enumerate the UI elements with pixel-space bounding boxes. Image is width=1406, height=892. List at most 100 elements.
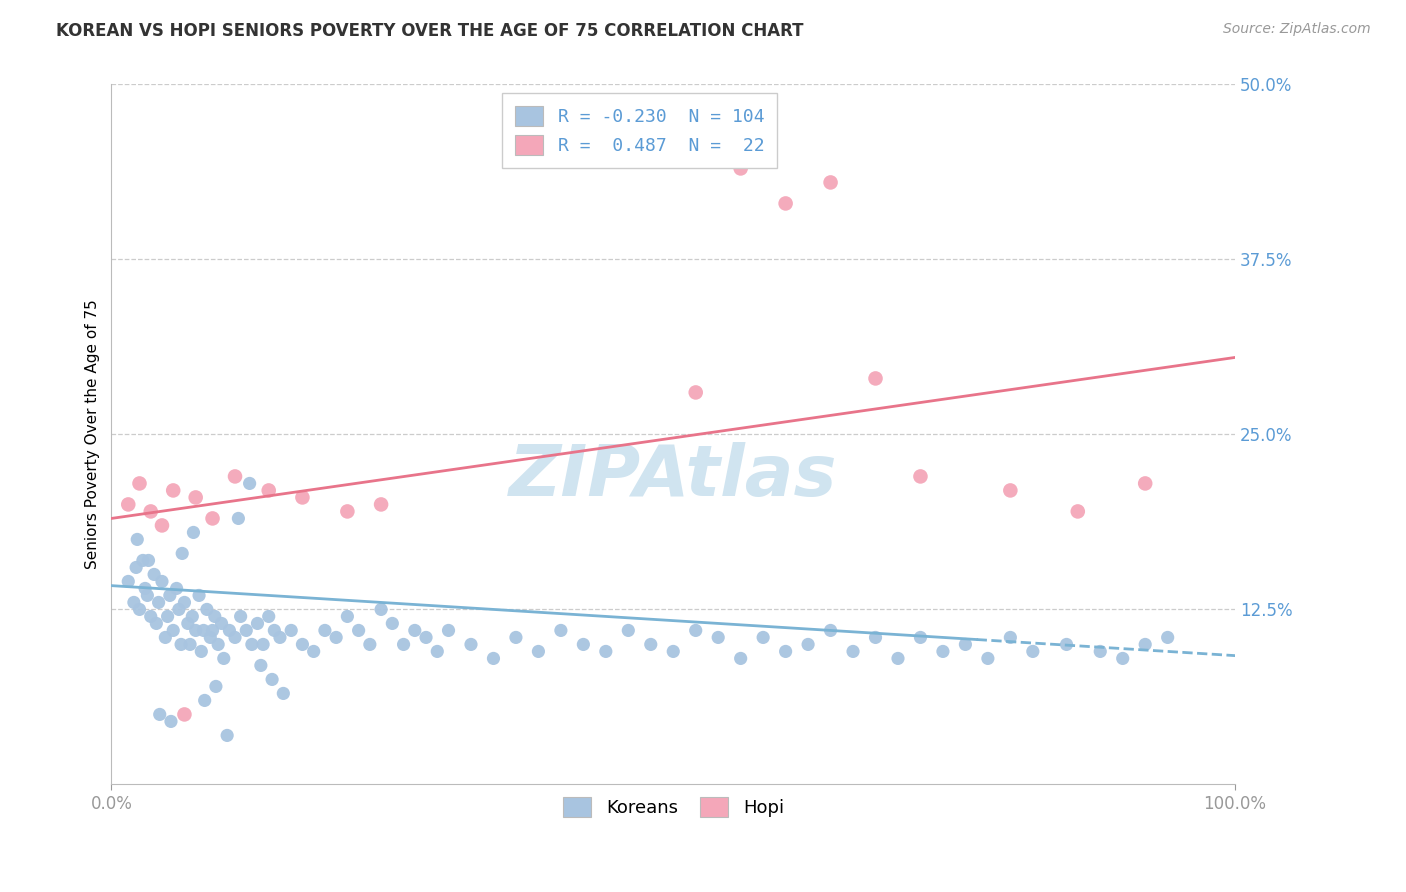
Point	[1112, 651, 1135, 665]
Point	[273, 686, 295, 700]
Point	[347, 624, 370, 638]
Point	[865, 371, 887, 385]
Point	[125, 560, 148, 574]
Point	[426, 644, 449, 658]
Point	[167, 602, 190, 616]
Point	[257, 483, 280, 498]
Point	[173, 707, 195, 722]
Point	[707, 631, 730, 645]
Point	[194, 693, 217, 707]
Point	[250, 658, 273, 673]
Point	[1156, 631, 1178, 645]
Point	[205, 680, 228, 694]
Point	[336, 609, 359, 624]
Point	[437, 624, 460, 638]
Point	[291, 491, 314, 505]
Point	[685, 385, 707, 400]
Point	[246, 616, 269, 631]
Point	[200, 631, 222, 645]
Point	[257, 609, 280, 624]
Point	[662, 644, 685, 658]
Point	[460, 637, 482, 651]
Point	[685, 624, 707, 638]
Point	[224, 469, 246, 483]
Point	[145, 616, 167, 631]
Point	[148, 595, 170, 609]
Point	[195, 602, 218, 616]
Point	[415, 631, 437, 645]
Point	[155, 631, 177, 645]
Point	[204, 609, 226, 624]
Point	[730, 161, 752, 176]
Point	[201, 624, 224, 638]
Point	[775, 644, 797, 658]
Point	[117, 498, 139, 512]
Point	[1022, 644, 1045, 658]
Point	[932, 644, 955, 658]
Point	[775, 196, 797, 211]
Point	[370, 498, 392, 512]
Point	[370, 602, 392, 616]
Point	[138, 553, 160, 567]
Point	[280, 624, 302, 638]
Point	[183, 525, 205, 540]
Point	[128, 602, 150, 616]
Point	[291, 637, 314, 651]
Point	[207, 637, 229, 651]
Point	[381, 616, 404, 631]
Point	[336, 504, 359, 518]
Point	[527, 644, 550, 658]
Point	[640, 637, 662, 651]
Point	[212, 651, 235, 665]
Point	[1135, 476, 1157, 491]
Legend: Koreans, Hopi: Koreans, Hopi	[555, 790, 792, 824]
Point	[211, 616, 233, 631]
Point	[314, 624, 336, 638]
Point	[160, 714, 183, 729]
Point	[159, 589, 181, 603]
Point	[617, 624, 640, 638]
Point	[240, 637, 263, 651]
Point	[1056, 637, 1078, 651]
Point	[910, 469, 932, 483]
Point	[184, 491, 207, 505]
Point	[127, 533, 149, 547]
Point	[910, 631, 932, 645]
Point	[797, 637, 820, 651]
Point	[149, 707, 172, 722]
Text: Source: ZipAtlas.com: Source: ZipAtlas.com	[1223, 22, 1371, 37]
Point	[235, 624, 257, 638]
Point	[359, 637, 381, 651]
Point	[217, 728, 239, 742]
Point	[179, 637, 201, 651]
Point	[181, 609, 204, 624]
Point	[730, 651, 752, 665]
Point	[302, 644, 325, 658]
Point	[170, 637, 193, 651]
Point	[201, 511, 224, 525]
Point	[820, 624, 842, 638]
Point	[134, 582, 156, 596]
Point	[252, 637, 274, 651]
Point	[139, 504, 162, 518]
Point	[505, 631, 527, 645]
Point	[572, 637, 595, 651]
Point	[143, 567, 166, 582]
Point	[188, 589, 211, 603]
Point	[128, 476, 150, 491]
Point	[865, 631, 887, 645]
Point	[228, 511, 250, 525]
Point	[177, 616, 200, 631]
Point	[1090, 644, 1112, 658]
Point	[1135, 637, 1157, 651]
Point	[139, 609, 162, 624]
Y-axis label: Seniors Poverty Over the Age of 75: Seniors Poverty Over the Age of 75	[86, 300, 100, 569]
Point	[1000, 483, 1022, 498]
Point	[325, 631, 347, 645]
Point	[218, 624, 240, 638]
Point	[269, 631, 291, 645]
Point	[1067, 504, 1090, 518]
Point	[193, 624, 215, 638]
Point	[173, 595, 195, 609]
Point	[550, 624, 572, 638]
